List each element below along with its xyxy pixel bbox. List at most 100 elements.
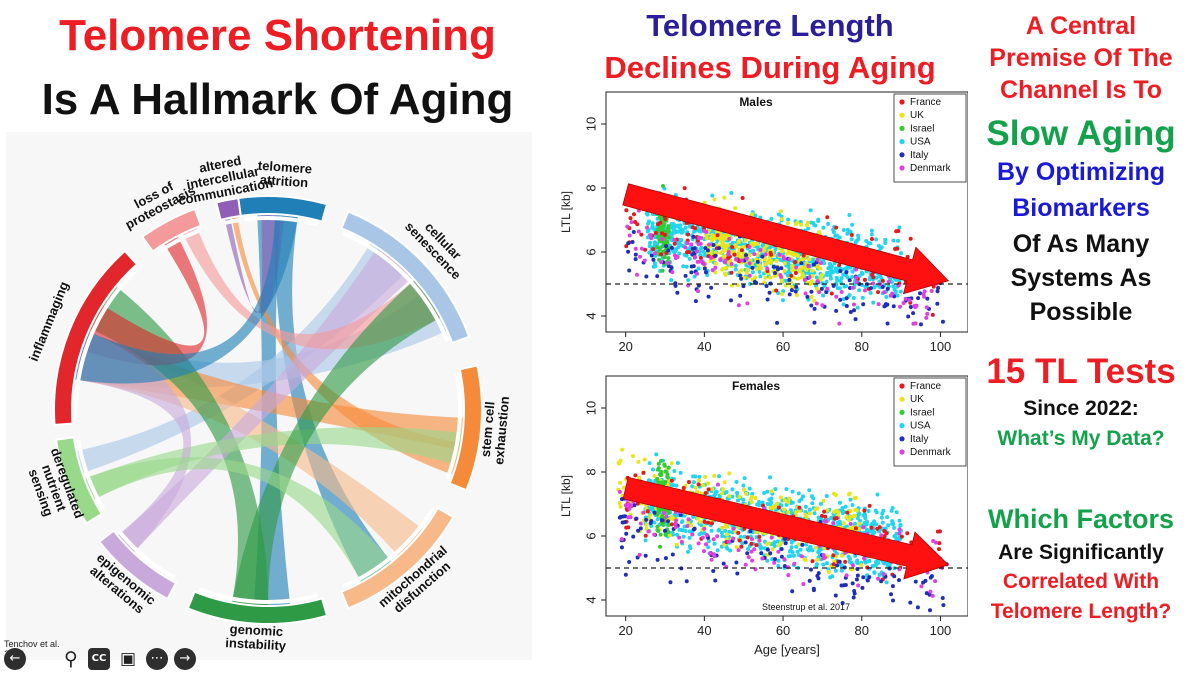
- center-title-line1: Telomere Length: [646, 8, 894, 43]
- hallmark-label-line: genomic: [229, 621, 283, 639]
- data-point: [864, 527, 869, 532]
- data-point: [639, 246, 644, 251]
- data-point: [787, 257, 792, 262]
- data-point: [768, 260, 773, 265]
- data-point: [821, 553, 826, 558]
- data-point: [824, 494, 829, 499]
- data-point: [755, 252, 760, 257]
- data-point: [725, 243, 730, 248]
- data-point: [706, 539, 711, 544]
- data-point: [776, 564, 781, 569]
- data-point: [686, 517, 691, 522]
- data-point: [834, 516, 839, 521]
- data-point: [936, 285, 941, 290]
- data-point: [659, 260, 664, 265]
- data-point: [695, 289, 700, 294]
- data-point: [656, 222, 661, 227]
- search-icon[interactable]: ⚲: [64, 648, 78, 670]
- data-point: [716, 482, 721, 487]
- data-point: [669, 245, 674, 250]
- data-point: [843, 582, 848, 587]
- forward-icon[interactable]: →: [174, 648, 196, 670]
- y-tick-label: 4: [583, 312, 598, 319]
- data-point: [807, 257, 812, 262]
- data-point: [622, 520, 627, 525]
- data-point: [666, 256, 671, 261]
- data-point: [674, 542, 679, 547]
- data-point: [825, 215, 830, 220]
- data-point: [663, 532, 668, 537]
- data-point: [734, 244, 739, 249]
- data-point: [773, 504, 778, 509]
- data-point: [925, 296, 930, 301]
- data-point: [755, 259, 760, 264]
- data-point: [864, 239, 869, 244]
- data-point: [937, 541, 942, 546]
- data-point: [652, 474, 657, 479]
- data-point: [729, 261, 734, 266]
- data-point: [739, 268, 744, 273]
- camera-icon[interactable]: ▣: [119, 649, 137, 669]
- data-point: [879, 533, 884, 538]
- data-point: [898, 289, 903, 294]
- data-point: [890, 598, 895, 603]
- data-point: [673, 525, 678, 530]
- data-point: [821, 225, 826, 230]
- data-point: [933, 579, 938, 584]
- data-point: [807, 578, 812, 583]
- data-point: [706, 487, 711, 492]
- legend-marker: [899, 99, 905, 105]
- data-point: [617, 515, 622, 520]
- player-controls: ← ⚲ CC ▣ ⋯ →: [0, 645, 200, 673]
- optimizing-line2: Biomarkers: [1012, 194, 1150, 222]
- data-point: [907, 298, 912, 303]
- data-point: [814, 275, 819, 280]
- data-point: [684, 253, 689, 258]
- data-point: [897, 225, 902, 230]
- data-point: [782, 256, 787, 261]
- data-point: [732, 252, 737, 257]
- data-point: [913, 321, 918, 326]
- hallmarks-chord-diagram: telomereattrition cellularsenescence stem …: [6, 132, 532, 660]
- data-point: [871, 281, 876, 286]
- data-point: [660, 480, 665, 485]
- legend-box: [893, 93, 967, 183]
- data-point: [757, 269, 762, 274]
- data-point: [729, 191, 734, 196]
- data-point: [928, 608, 933, 613]
- chord-ribbons: [74, 214, 464, 606]
- data-point: [753, 275, 758, 280]
- data-point: [642, 457, 647, 462]
- data-point: [696, 283, 701, 288]
- correlated-text: Correlated With: [1002, 570, 1160, 593]
- captions-icon[interactable]: CC: [88, 648, 110, 670]
- data-point: [823, 514, 828, 519]
- data-point: [721, 244, 726, 249]
- data-point: [760, 254, 765, 259]
- data-point: [689, 242, 694, 247]
- data-point: [709, 255, 714, 260]
- back-icon[interactable]: ←: [4, 648, 26, 670]
- data-point: [670, 532, 675, 537]
- data-point: [891, 522, 896, 527]
- data-point: [940, 319, 945, 324]
- data-point: [850, 581, 855, 586]
- data-point: [786, 510, 791, 515]
- more-icon[interactable]: ⋯: [146, 648, 168, 670]
- legend-entry: Denmark: [910, 163, 952, 174]
- data-point: [896, 228, 901, 233]
- data-point: [694, 249, 699, 254]
- data-point: [708, 551, 713, 556]
- data-point: [704, 236, 709, 241]
- data-point: [822, 546, 827, 551]
- data-point: [895, 238, 900, 243]
- data-point: [790, 489, 795, 494]
- data-point: [899, 251, 904, 256]
- data-point: [698, 255, 703, 260]
- data-point: [776, 558, 781, 563]
- data-point: [803, 291, 808, 296]
- legend-entry: France: [910, 97, 942, 108]
- data-point: [666, 522, 671, 527]
- data-point: [792, 553, 797, 558]
- data-point: [882, 534, 887, 539]
